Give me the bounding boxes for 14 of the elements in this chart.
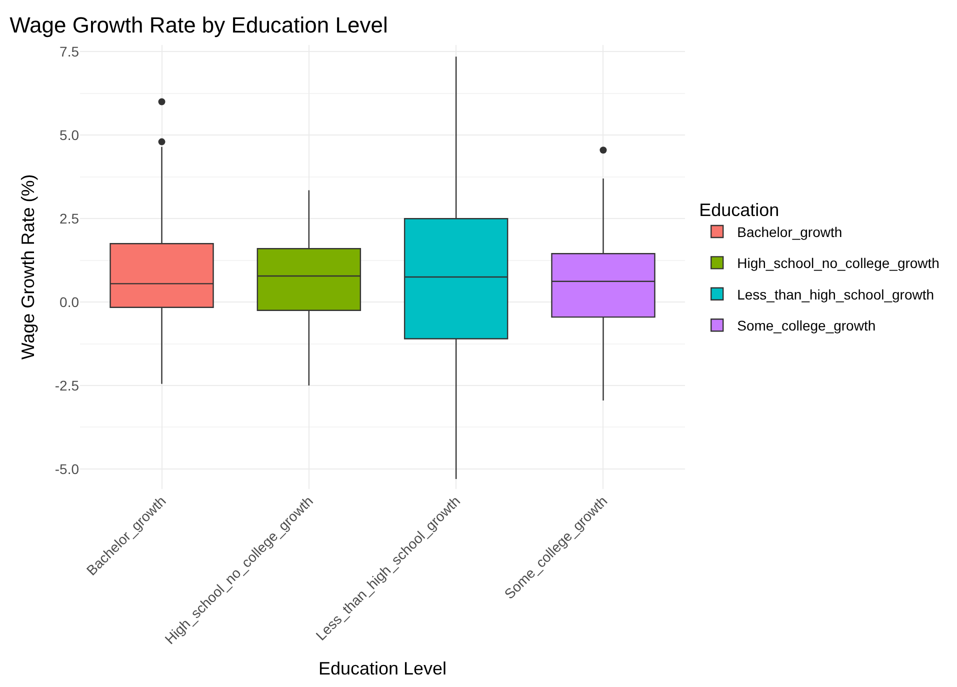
y-axis-title: Wage Growth Rate (%) <box>18 174 38 360</box>
y-tick-label: -5.0 <box>54 460 80 477</box>
legend-label: High_school_no_college_growth <box>737 255 940 272</box>
y-tick-label: 2.5 <box>60 210 80 226</box>
legend-label: Some_college_growth <box>737 318 876 334</box>
chart-title: Wage Growth Rate by Education Level <box>10 12 388 38</box>
legend-label: Less_than_high_school_growth <box>737 286 934 302</box>
x-axis-title: Education Level <box>318 658 447 678</box>
legend-label: Bachelor_growth <box>737 224 842 240</box>
y-tick-label: 0.0 <box>60 294 80 310</box>
y-tick-label: 7.5 <box>60 44 80 60</box>
legend-title: Education <box>699 200 780 220</box>
y-tick-label: -2.5 <box>54 377 80 394</box>
y-tick-label: 5.0 <box>60 127 80 144</box>
